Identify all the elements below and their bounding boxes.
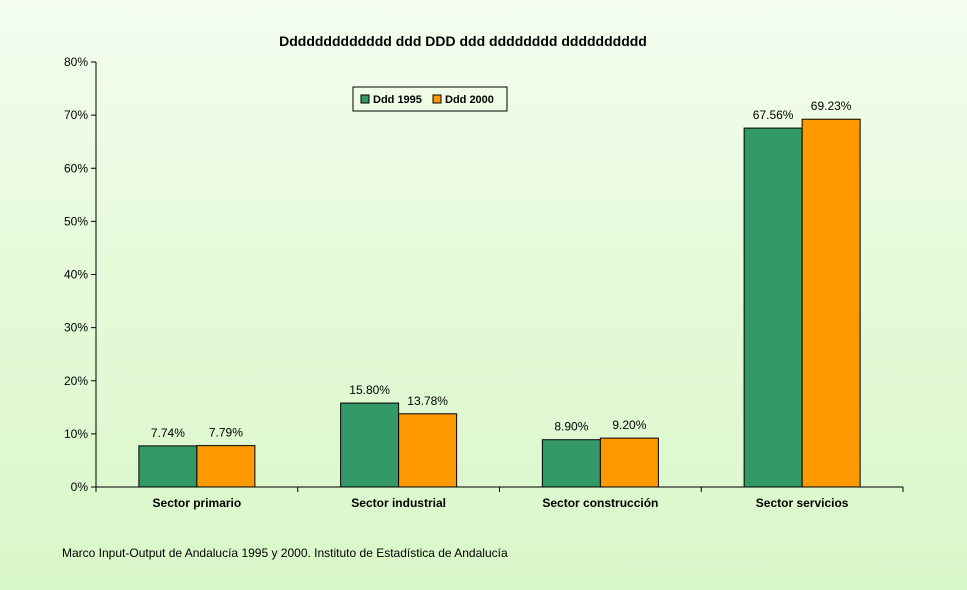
data-label: 69.23% (811, 99, 852, 113)
bar (138, 445, 198, 488)
data-label: 15.80% (349, 383, 390, 397)
y-tick-label: 0% (71, 480, 89, 494)
bar (599, 437, 659, 488)
bar (398, 413, 458, 488)
bar (743, 127, 803, 488)
y-tick-label: 10% (64, 427, 88, 441)
y-tick-label: 40% (64, 268, 88, 282)
chart-bars: 7.74% 15.80% 8.90% 67.56% 7.79% 13.78% 9.20% 69… (138, 99, 861, 488)
data-label: 67.56% (753, 108, 794, 122)
legend-label: Ddd 2000 (445, 94, 494, 106)
y-tick-label: 20% (64, 374, 88, 388)
data-label: 13.78% (407, 394, 448, 408)
y-tick-label: 80% (64, 55, 88, 69)
legend-box (352, 86, 508, 112)
chart-legend: Ddd 1995 Ddd 2000 (352, 86, 508, 112)
y-tick-label: 50% (64, 214, 88, 228)
bar (541, 439, 601, 488)
chart-title: Ddddddddddddd ddd DDD ddd dddddddd ddddd… (279, 33, 647, 49)
y-tick-label: 60% (64, 161, 88, 175)
x-tick-label: Sector servicios (756, 496, 849, 510)
y-tick-label: 70% (64, 108, 88, 122)
x-tick-label: Sector primario (153, 496, 242, 510)
data-label: 7.79% (209, 426, 243, 440)
x-tick-label: Sector industrial (351, 496, 446, 510)
data-label: 8.90% (554, 420, 588, 434)
legend-swatch (360, 94, 370, 104)
bar (340, 402, 400, 488)
data-label: 9.20% (612, 418, 646, 432)
y-tick-label: 30% (64, 321, 88, 335)
data-label: 7.74% (151, 426, 185, 440)
bar (196, 445, 256, 488)
chart-axes: 0% 10% 20% 30% 40% 50% 60% 70% 80% Sector primari… (64, 55, 904, 510)
legend-label: Ddd 1995 (373, 94, 422, 106)
bar (801, 118, 861, 488)
bar-chart: Ddddddddddddd ddd DDD ddd dddddddd ddddd… (64, 33, 904, 510)
source-note: Marco Input-Output de Andalucía 1995 y 2… (62, 546, 508, 560)
x-tick-label: Sector construcción (542, 496, 658, 510)
legend-swatch (432, 94, 442, 104)
